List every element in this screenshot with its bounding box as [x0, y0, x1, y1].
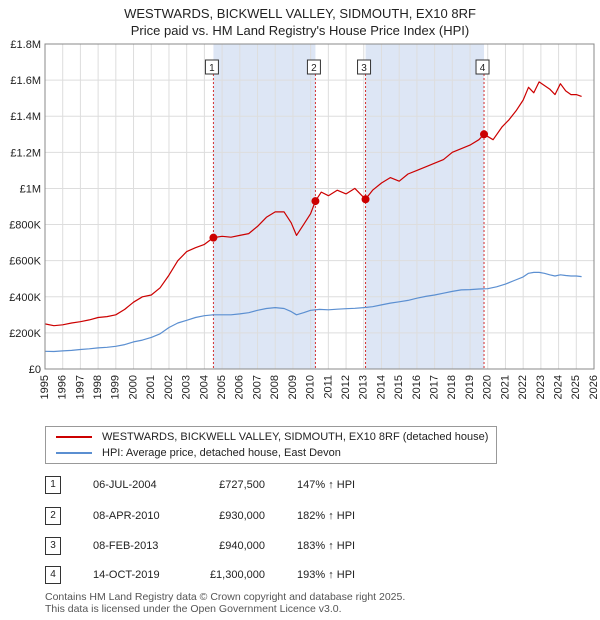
x-tick-label: 2001: [145, 375, 157, 399]
transaction-hpi: 193% ↑ HPI: [297, 569, 356, 581]
transaction-lines: [212, 62, 485, 369]
x-tick-label: 2012: [340, 375, 352, 399]
transaction-point: [361, 195, 370, 204]
x-tick-label: 2018: [446, 375, 458, 399]
grid: [44, 43, 595, 370]
legend-label-hpi: HPI: Average price, detached house, East…: [102, 447, 341, 459]
x-tick-label: 1998: [92, 375, 104, 399]
axes: £0 £200K £400K £600K £800K £1M £1.2M £1.4M £1.6M…: [9, 39, 600, 399]
x-tick-label: 2024: [552, 375, 564, 399]
transaction-markers: 1 2 3 4: [204, 59, 490, 75]
y-tick-label: £600K: [9, 256, 41, 268]
x-tick-label: 2016: [411, 375, 423, 399]
chart-title: WESTWARDS, BICKWELL VALLEY, SIDMOUTH, EX…: [124, 6, 476, 21]
transaction-point: [311, 197, 320, 206]
x-tick-label: 2011: [322, 375, 334, 399]
x-tick-label: 2010: [305, 375, 317, 399]
transaction-date: 14-OCT-2019: [93, 569, 160, 581]
y-tick-label: £1M: [20, 183, 41, 195]
transaction-hpi: 147% ↑ HPI: [297, 479, 356, 491]
transaction-points: [209, 130, 489, 242]
footer-licence: This data is licensed under the Open Gov…: [45, 603, 342, 615]
x-tick-label: 2004: [198, 375, 210, 399]
property-price-line: [44, 81, 582, 327]
transaction-number: 1: [45, 476, 61, 494]
transaction-price: £727,500: [219, 479, 265, 491]
transaction-marker-label: 2: [311, 63, 317, 74]
transaction-marker-box: [204, 59, 219, 75]
transaction-number: 4: [45, 566, 61, 584]
plot-frame: [44, 43, 595, 370]
x-tick-label: 2017: [429, 375, 441, 399]
shaded-period: [365, 44, 485, 369]
x-tick-label: 2003: [181, 375, 193, 399]
x-tick-label: 2007: [251, 375, 263, 399]
x-tick-label: 1996: [57, 375, 69, 399]
transaction-marker-box: [306, 59, 321, 75]
transaction-price: £1,300,000: [209, 569, 265, 581]
y-tick-label: £1.4M: [10, 111, 41, 123]
transaction-marker-box: [357, 59, 372, 75]
legend-item-property: WESTWARDS, BICKWELL VALLEY, SIDMOUTH, EX…: [56, 430, 488, 444]
transaction-marker-box: [475, 59, 490, 75]
transaction-price: £940,000: [219, 540, 265, 552]
y-tick-label: £1.8M: [10, 39, 41, 51]
transaction-price: £930,000: [219, 510, 265, 522]
footer-copyright: Contains HM Land Registry data © Crown c…: [45, 591, 406, 603]
legend-item-hpi: HPI: Average price, detached house, East…: [56, 446, 341, 460]
x-tick-label: 2000: [127, 375, 139, 399]
x-tick-label: 2015: [393, 375, 405, 399]
x-tick-label: 2014: [375, 375, 387, 399]
transaction-date: 08-FEB-2013: [93, 540, 159, 552]
y-tick-label: £1.2M: [10, 147, 41, 159]
x-tick-label: 2009: [287, 375, 299, 399]
x-tick-label: 2020: [482, 375, 494, 399]
transaction-date: 08-APR-2010: [93, 510, 160, 522]
x-tick-label: 1995: [39, 375, 51, 399]
x-tick-label: 1999: [110, 375, 122, 399]
x-tick-label: 2008: [269, 375, 281, 399]
x-tick-label: 2023: [535, 375, 547, 399]
x-tick-label: 2021: [499, 375, 511, 399]
transaction-hpi: 182% ↑ HPI: [297, 510, 356, 522]
y-tick-label: £0: [29, 364, 41, 376]
transaction-marker-label: 4: [480, 63, 486, 74]
y-tick-label: £200K: [9, 328, 41, 340]
price-chart: £0 £200K £400K £600K £800K £1M £1.2M £1.4M £1.6M…: [9, 39, 600, 399]
hpi-line: [44, 271, 582, 353]
transaction-marker-label: 3: [361, 63, 367, 74]
legend-swatch-hpi: [56, 452, 92, 455]
y-tick-label: £1.6M: [10, 75, 41, 87]
y-tick-label: £800K: [9, 220, 41, 232]
x-tick-label: 2013: [358, 375, 370, 399]
legend-swatch-property: [56, 436, 92, 439]
transaction-number: 2: [45, 507, 61, 525]
shaded-periods: [213, 44, 485, 369]
x-tick-label: 1997: [74, 375, 86, 399]
x-tick-label: 2002: [163, 375, 175, 399]
x-tick-label: 2026: [588, 375, 600, 399]
transaction-point: [209, 233, 218, 242]
shaded-period: [213, 44, 316, 369]
transaction-date: 06-JUL-2004: [93, 479, 157, 491]
y-tick-label: £400K: [9, 292, 41, 304]
x-tick-label: 2005: [216, 375, 228, 399]
series-lines: [44, 81, 582, 353]
x-tick-label: 2022: [517, 375, 529, 399]
transaction-number: 3: [45, 537, 61, 555]
x-tick-label: 2019: [464, 375, 476, 399]
legend-label-property: WESTWARDS, BICKWELL VALLEY, SIDMOUTH, EX…: [102, 431, 489, 443]
transaction-marker-label: 1: [209, 63, 215, 74]
chart-subtitle: Price paid vs. HM Land Registry's House …: [130, 23, 470, 38]
chart-legend: WESTWARDS, BICKWELL VALLEY, SIDMOUTH, EX…: [45, 426, 497, 464]
x-tick-label: 2006: [234, 375, 246, 399]
transaction-hpi: 183% ↑ HPI: [297, 540, 356, 552]
transaction-point: [480, 130, 489, 139]
x-tick-label: 2025: [570, 375, 582, 399]
